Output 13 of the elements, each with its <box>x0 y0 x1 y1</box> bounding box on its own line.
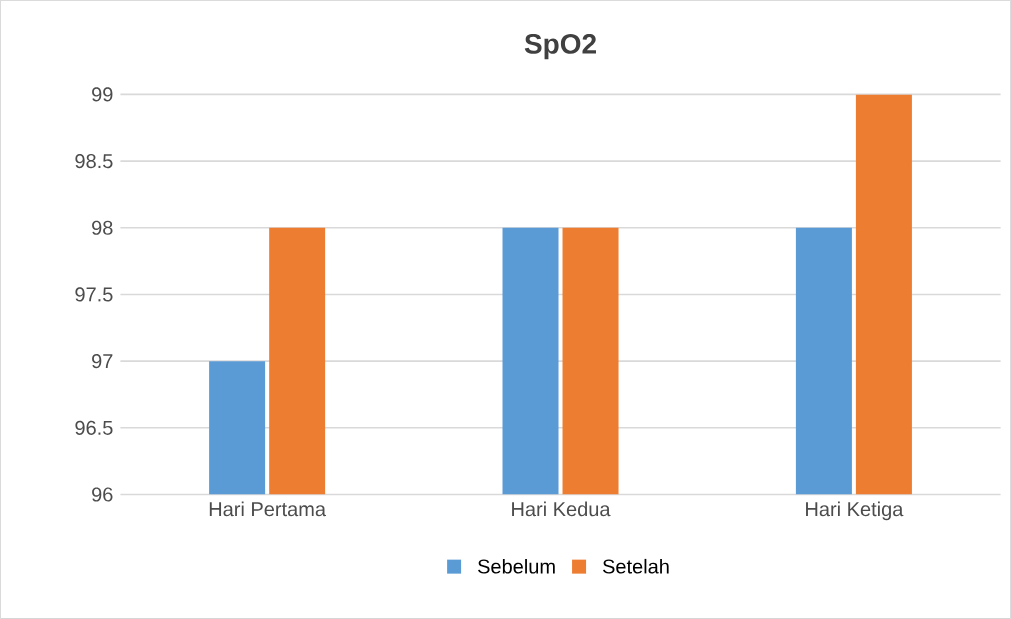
y-tick-label: 96 <box>92 487 113 502</box>
x-tick-label: Hari Ketiga <box>806 501 904 521</box>
y-tick-label: 97.5 <box>75 287 113 302</box>
legend-label: Sebelum <box>478 558 555 574</box>
chart-title: SpO2 <box>524 34 596 60</box>
y-tick-label: 98.5 <box>75 154 113 169</box>
x-tick-label: Hari Pertama <box>209 501 327 517</box>
legend-label: Setelah <box>602 558 669 574</box>
y-tick-label: 99 <box>92 87 113 102</box>
y-tick-label: 97 <box>92 354 113 369</box>
y-tick-label: 96.5 <box>75 420 113 435</box>
x-tick-label: Hari Kedua <box>512 501 611 517</box>
y-tick-label: 98 <box>92 220 113 235</box>
